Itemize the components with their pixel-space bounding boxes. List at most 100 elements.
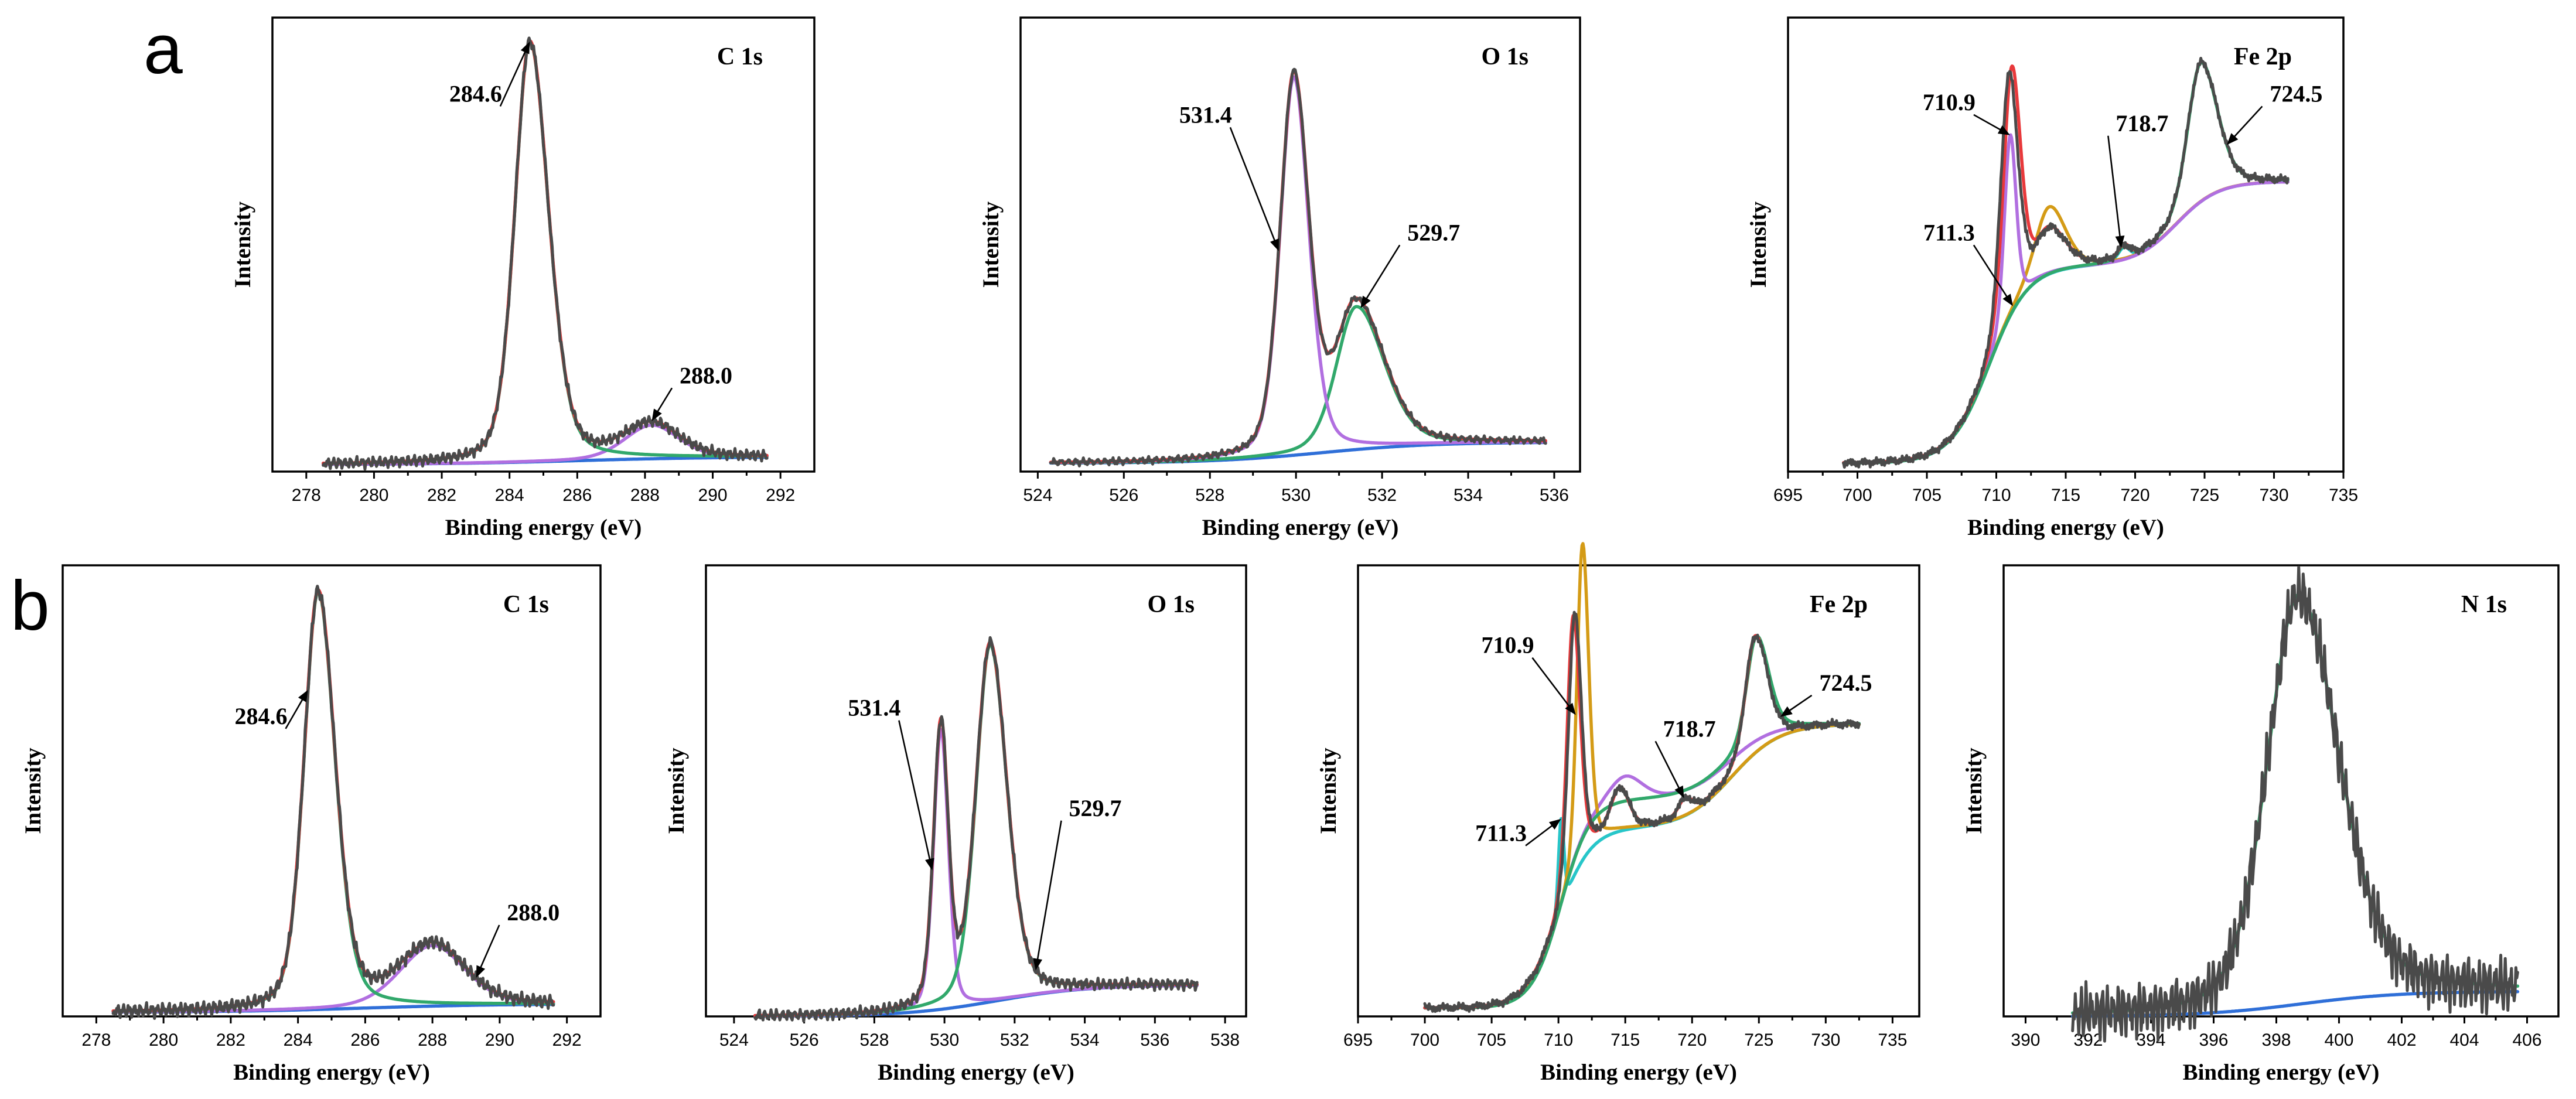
x-tick-label: 528 xyxy=(859,1030,889,1050)
annotation-arrowhead xyxy=(1360,295,1371,308)
plot-frame xyxy=(2002,564,2560,1018)
annotation-284-6: 284.6 xyxy=(235,690,308,729)
annotation-label: 711.3 xyxy=(1923,219,1975,245)
series-raw xyxy=(1842,57,2290,469)
annotation-arrowhead xyxy=(1548,818,1561,830)
x-tick-label: 282 xyxy=(216,1030,245,1050)
chart-a-c1s: 278 280 282 284 286 288 290 292 Binding energy (… xyxy=(230,16,816,540)
chart-b-o1s: 524 526 528 530 532 534 536 538 Binding energy (… xyxy=(664,564,1247,1085)
y-axis-title: Intensity xyxy=(664,748,689,834)
annotation-531-4: 531.4 xyxy=(848,695,934,871)
annotation-529-7: 529.7 xyxy=(1360,219,1460,308)
series-envelope xyxy=(111,588,555,1013)
x-tick-label: 402 xyxy=(2387,1030,2416,1050)
panel-letter-a: a xyxy=(144,10,183,88)
annotation-label: 529.7 xyxy=(1407,219,1460,245)
x-axis-title: Binding energy (eV) xyxy=(2183,1060,2380,1085)
x-tick-label: 290 xyxy=(698,486,728,505)
x-tick-label: 715 xyxy=(1611,1030,1640,1050)
charts-layer: 278 280 282 284 286 288 290 292 Binding energy (… xyxy=(21,16,2560,1085)
x-tick-label: 404 xyxy=(2449,1030,2479,1050)
annotation-label: 710.9 xyxy=(1923,89,1975,115)
x-tick-label: 524 xyxy=(719,1030,749,1050)
y-axis-title: Intensity xyxy=(978,201,1004,288)
annotation-710-9: 710.9 xyxy=(1481,632,1576,715)
y-axis-title: Intensity xyxy=(1961,748,1987,834)
x-tick-label: 280 xyxy=(359,486,388,505)
x-tick-label: 538 xyxy=(1210,1030,1240,1050)
x-tick-label: 530 xyxy=(930,1030,959,1050)
annotation-label: 284.6 xyxy=(235,703,288,729)
annotation-label: 724.5 xyxy=(1820,670,1872,696)
x-tick-label: 534 xyxy=(1454,486,1483,505)
x-tick-label: 284 xyxy=(284,1030,313,1050)
plot-frame xyxy=(1357,564,1920,1018)
x-tick-label: 292 xyxy=(766,486,795,505)
x-tick-label: 735 xyxy=(2329,486,2358,505)
x-tick-label: 282 xyxy=(427,486,456,505)
annotation-288-0: 288.0 xyxy=(651,362,732,421)
x-tick-label: 288 xyxy=(630,486,660,505)
annotation-label: 529.7 xyxy=(1069,795,1122,821)
chart-a-fe2p: 695 700 705 710 715 720 725 730 735 Binding energ… xyxy=(1746,16,2358,540)
annotation-arrowhead xyxy=(1565,702,1576,715)
annotation-arrow xyxy=(1361,244,1401,307)
x-axis-title: Binding energy (eV) xyxy=(878,1060,1074,1085)
x-tick-label: 532 xyxy=(1000,1030,1029,1050)
x-tick-label: 530 xyxy=(1281,486,1311,505)
x-axis-title: Binding energy (eV) xyxy=(445,515,642,540)
annotation-arrowhead xyxy=(298,690,308,702)
annotation-718-7: 718.7 xyxy=(2107,110,2168,248)
x-tick-label: 292 xyxy=(552,1030,582,1050)
annotation-288-0: 288.0 xyxy=(476,899,559,978)
annotation-arrowhead xyxy=(1033,958,1043,971)
x-tick-label: 705 xyxy=(1912,486,1942,505)
annotation-710-9: 710.9 xyxy=(1923,89,2011,135)
x-tick-label: 400 xyxy=(2324,1030,2353,1050)
x-tick-label: 695 xyxy=(1343,1030,1373,1050)
chart-title: C 1s xyxy=(717,43,763,70)
series-284-6-component xyxy=(321,40,769,465)
annotation-arrowhead xyxy=(1997,125,2011,135)
x-tick-label: 526 xyxy=(790,1030,819,1050)
y-axis-title: Intensity xyxy=(230,201,255,288)
annotation-arrow xyxy=(1973,244,2012,305)
series-529-7-component xyxy=(753,643,1199,1018)
annotation-724-5: 724.5 xyxy=(1780,670,1872,717)
annotation-711-3: 711.3 xyxy=(1475,818,1561,847)
annotation-531-4: 531.4 xyxy=(1179,101,1279,251)
annotation-label: 288.0 xyxy=(680,362,732,388)
annotation-arrowhead xyxy=(925,858,934,871)
x-tick-label: 720 xyxy=(2120,486,2149,505)
x-tick-label: 710 xyxy=(1544,1030,1573,1050)
x-tick-label: 700 xyxy=(1410,1030,1439,1050)
series-raw xyxy=(1049,67,1547,467)
annotation-label: 718.7 xyxy=(2116,110,2168,136)
x-tick-label: 396 xyxy=(2199,1030,2228,1050)
annotation-label: 531.4 xyxy=(848,695,900,721)
chart-title: O 1s xyxy=(1481,43,1528,70)
chart-a-o1s: 524 526 528 530 532 534 536 Binding energy (eV)… xyxy=(978,16,1581,540)
x-tick-label: 398 xyxy=(2261,1030,2291,1050)
x-tick-label: 394 xyxy=(2136,1030,2165,1050)
x-tick-label: 735 xyxy=(1878,1030,1907,1050)
series-284-6-component xyxy=(111,590,555,1013)
x-tick-label: 288 xyxy=(418,1030,447,1050)
annotation-arrowhead xyxy=(1780,706,1793,717)
x-tick-label: 725 xyxy=(2190,486,2219,505)
annotation-label: 710.9 xyxy=(1481,632,1534,658)
series-envelope xyxy=(321,39,769,465)
annotation-arrow xyxy=(2107,135,2122,246)
x-axis-title: Binding energy (eV) xyxy=(1202,515,1399,540)
annotation-arrowhead xyxy=(2115,236,2125,248)
plot-frame xyxy=(62,564,602,1018)
x-tick-label: 290 xyxy=(485,1030,514,1050)
series-background xyxy=(1842,180,2290,465)
plot-frame xyxy=(1787,16,2345,473)
x-tick-label: 278 xyxy=(81,1030,111,1050)
y-axis-title: Intensity xyxy=(1316,748,1341,834)
chart-title: Fe 2p xyxy=(2234,43,2292,70)
x-tick-label: 526 xyxy=(1109,486,1138,505)
